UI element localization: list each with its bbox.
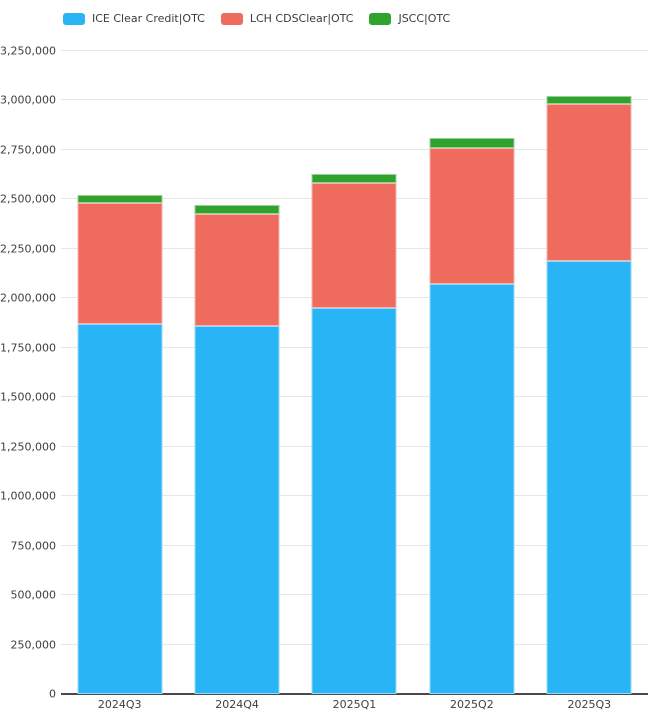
- bar-slot-2025Q1: [296, 51, 413, 694]
- bar-segment[interactable]: [546, 260, 632, 694]
- y-tick-label: 250,000: [10, 638, 57, 652]
- bar-segment[interactable]: [546, 95, 632, 105]
- y-tick-label: 2,750,000: [0, 143, 56, 157]
- bar-segment[interactable]: [194, 214, 280, 327]
- legend-item-1[interactable]: ICE Clear Credit|OTC: [63, 12, 205, 25]
- legend-item-label: ICE Clear Credit|OTC: [92, 12, 205, 25]
- x-tick-label: 2024Q3: [97, 698, 142, 711]
- bar-segment[interactable]: [194, 205, 280, 215]
- x-tick-label: 2025Q3: [567, 698, 612, 711]
- y-tick-label: 3,250,000: [0, 44, 56, 58]
- bar-segment[interactable]: [546, 104, 632, 261]
- bar-segment[interactable]: [429, 284, 515, 694]
- legend-item-3[interactable]: JSCC|OTC: [369, 12, 450, 25]
- stacked-bar-2025Q2: [429, 138, 515, 694]
- legend-swatch-icon: [63, 12, 85, 25]
- x-tick-label: 2025Q2: [450, 698, 494, 711]
- legend-swatch-icon: [369, 12, 392, 25]
- bar-segment[interactable]: [311, 173, 397, 183]
- y-tick-label: 1,250,000: [0, 440, 56, 454]
- x-tick-label: 2024Q4: [215, 698, 259, 711]
- y-tick-label: 2,000,000: [0, 291, 56, 305]
- legend-item-label: LCH CDSClear|OTC: [249, 12, 354, 25]
- bar-segment[interactable]: [77, 203, 163, 325]
- y-tick-label: 1,000,000: [0, 489, 56, 503]
- bar-segment[interactable]: [194, 326, 280, 694]
- bar-segment[interactable]: [311, 308, 397, 694]
- gridline: [61, 99, 648, 101]
- bar-segment[interactable]: [77, 324, 163, 694]
- y-tick-label: 750,000: [10, 539, 57, 553]
- bar-segment[interactable]: [429, 138, 515, 148]
- stacked-bar-2025Q1: [311, 173, 397, 694]
- x-tick-label: 2025Q1: [332, 698, 377, 711]
- plot-area: [61, 50, 648, 695]
- y-tick-label: 3,000,000: [0, 93, 56, 107]
- stacked-bar-2024Q3: [77, 195, 163, 694]
- bar-slot-2024Q4: [178, 51, 295, 694]
- y-tick-label: 1,500,000: [0, 390, 56, 404]
- legend-swatch-icon: [220, 12, 243, 25]
- gridline: [61, 50, 648, 51]
- bar-segment[interactable]: [429, 147, 515, 285]
- legend-item-2[interactable]: LCH CDSClear|OTC: [220, 12, 354, 25]
- y-tick-label: 0: [49, 687, 56, 701]
- legend-item-label: JSCC|OTC: [398, 12, 451, 25]
- chart-legend: ICE Clear Credit|OTC LCH CDSClear|OTC JSCC…: [63, 12, 450, 25]
- bar-slot-2025Q3: [531, 51, 648, 694]
- bar-segment[interactable]: [311, 182, 397, 309]
- bar-slot-2025Q2: [413, 51, 530, 694]
- x-axis-labels: 2024Q3 2024Q4 2025Q1 2025Q2 2025Q3: [61, 698, 648, 714]
- y-tick-label: 1,750,000: [0, 341, 56, 355]
- x-axis-line: [61, 693, 648, 695]
- y-tick-label: 500,000: [10, 588, 57, 602]
- gridline: [61, 148, 648, 150]
- stacked-bar-2024Q4: [194, 205, 280, 694]
- bar-slot-2024Q3: [61, 51, 178, 694]
- y-axis-labels: 0 250,000 500,000 750,000 1,000,000 1,250,000…: [0, 45, 57, 701]
- y-tick-label: 2,500,000: [0, 192, 56, 206]
- bar-segment[interactable]: [77, 195, 163, 204]
- stacked-bar-2025Q3: [546, 95, 632, 694]
- y-tick-label: 2,250,000: [0, 242, 56, 256]
